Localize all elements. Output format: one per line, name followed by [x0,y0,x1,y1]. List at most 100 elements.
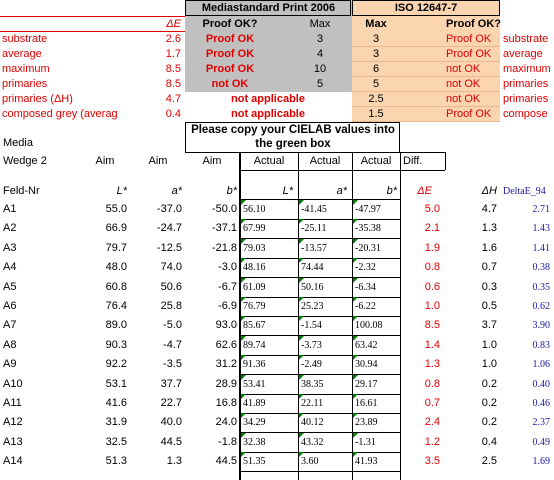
summary-cell: Proof OK [205,63,255,75]
summary-cell: 2.6 [165,33,181,45]
cell: -2.32 [355,262,376,274]
cell: 38.35 [301,378,324,390]
summary-header: Max [309,18,331,30]
cell: -20.31 [355,242,381,254]
cell: 5.0 [424,203,440,215]
cell: -37.0 [156,203,182,215]
cell: -2.49 [301,359,322,371]
green-marker [241,355,246,361]
column-header: b* [386,185,397,197]
orange-header-border [352,0,500,16]
green-marker [353,394,358,399]
red-rule-top [0,16,185,17]
cell: 32.38 [243,436,266,448]
cell: -1.8 [218,435,237,448]
row-rule [352,46,500,47]
cell: 22.7 [160,397,182,409]
summary-cell: 2.5 [368,93,384,105]
green-marker [353,335,358,341]
cell: 0.7 [424,397,440,409]
cell: 0.35 [532,281,551,293]
cell: 2.5 [481,455,497,468]
row-label: primaries [2,78,48,90]
cell: -1.54 [301,320,322,332]
row-rule [352,121,500,122]
cell: 100.08 [355,320,383,332]
summary-cell: not OK [446,93,481,105]
cell: 4.7 [481,203,497,215]
cell: -3.73 [301,339,322,351]
cell: 66.9 [105,222,127,235]
cell: 2.71 [532,204,551,215]
cell: 41.6 [105,397,127,409]
cell: 79.03 [243,242,266,254]
cell: 76.4 [105,300,127,312]
row-label: primaries (ΔH) [2,93,73,105]
green-marker [241,413,246,419]
green-marker [241,432,246,438]
cell: 0.83 [532,339,551,351]
cell: 48.16 [243,262,266,274]
cell: 51.35 [243,456,266,468]
column-header: DeltaE_94 [503,186,546,197]
green-marker [299,200,304,205]
row-label: A6 [3,300,17,312]
summary-cell: Proof OK [205,33,255,45]
green-marker [299,413,304,419]
row-label: A1 [3,203,17,215]
red-rule [0,31,185,32]
cell: 0.46 [532,398,551,409]
cell: -4.7 [163,338,182,351]
cell: 48.0 [105,261,127,274]
diff-line [445,152,446,170]
cell: 85.67 [243,320,266,332]
cell: 3.90 [532,320,551,332]
cell: 3.60 [301,456,319,468]
cell: 0.38 [532,262,551,274]
cell: 37.7 [160,377,182,390]
cell: -1.31 [355,436,376,448]
row-rule [240,316,400,317]
cell: 25.23 [301,301,324,312]
row-label: A2 [3,222,17,235]
cell: -5.0 [163,319,182,332]
green-marker [299,335,304,341]
media-label: Media [3,137,33,149]
cell: 92.2 [105,358,127,371]
summary-cell: Proof OK [446,108,492,120]
summary-cell: not OK [446,78,481,90]
row-label: average [2,48,42,60]
column-header: Actual [309,155,341,167]
cell: 16.8 [215,397,237,409]
cell: 0.8 [424,261,440,274]
mediastandard-header: Mediastandard Print 2006 [201,2,336,14]
cell: 50.16 [301,281,324,293]
cell: 1.2 [424,435,440,448]
row-rule [240,219,400,220]
cell: 0.5 [481,300,497,312]
cell: 0.62 [532,301,551,312]
column-header: ΔE [417,185,432,197]
cell: 90.3 [105,338,127,351]
cell: 51.3 [105,455,127,468]
row-label: primaries [503,93,549,105]
cell: -3.0 [218,261,237,274]
iso-header: ISO 12647-7 [394,2,458,14]
summary-cell: 0.4 [165,108,181,120]
row-rule [352,61,500,62]
summary-cell: not OK [211,78,249,90]
cell: 31.2 [215,358,237,371]
summary-cell: 5 [316,78,324,90]
green-marker [299,394,304,399]
row-label: maximum [503,63,551,75]
row-rule [240,432,400,434]
row-rule [240,393,400,395]
cell: -6.7 [218,280,237,293]
green-marker [353,238,358,244]
summary-header: Max [365,18,387,30]
cell: -41.45 [301,204,327,215]
row-label: A5 [3,280,17,293]
green-marker [353,258,358,264]
summary-header: Proof OK? [446,18,501,30]
